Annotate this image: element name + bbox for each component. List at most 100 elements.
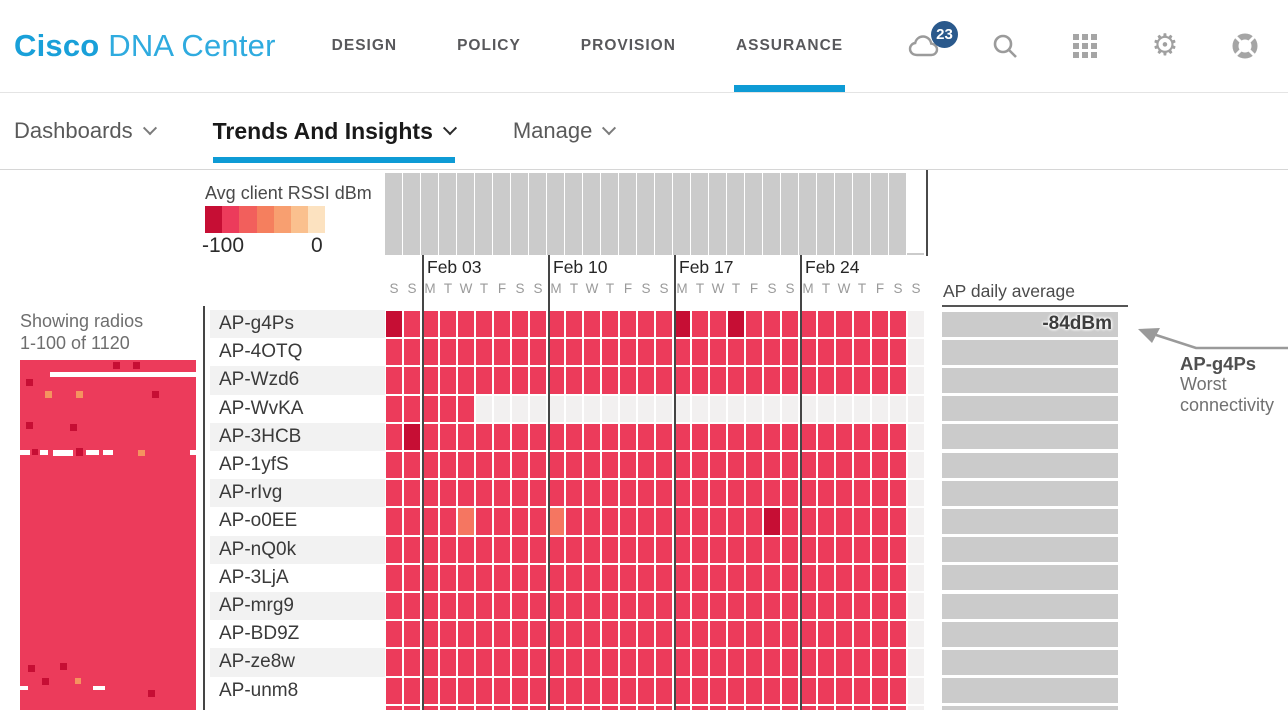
heatmap-cell[interactable] bbox=[691, 704, 709, 710]
heatmap-cell[interactable] bbox=[709, 366, 727, 395]
heatmap-cell[interactable] bbox=[619, 535, 637, 564]
heatmap-cell[interactable] bbox=[565, 676, 583, 705]
heatmap-cell[interactable] bbox=[745, 507, 763, 536]
heatmap-cell[interactable] bbox=[655, 366, 673, 395]
heatmap-cell[interactable] bbox=[583, 592, 601, 621]
heatmap-cell[interactable] bbox=[907, 592, 925, 621]
heatmap-cell[interactable] bbox=[763, 366, 781, 395]
heatmap-cell[interactable] bbox=[547, 704, 565, 710]
heatmap-cell[interactable] bbox=[385, 394, 403, 423]
heatmap-cell[interactable] bbox=[781, 394, 799, 423]
heatmap-cell[interactable] bbox=[457, 704, 475, 710]
heatmap-cell[interactable] bbox=[457, 535, 475, 564]
heatmap-cell[interactable] bbox=[853, 479, 871, 508]
heatmap-cell[interactable] bbox=[853, 451, 871, 480]
heatmap-cell[interactable] bbox=[907, 338, 925, 367]
heatmap-cell[interactable] bbox=[655, 507, 673, 536]
heatmap-cell[interactable] bbox=[583, 535, 601, 564]
heatmap-cell[interactable] bbox=[727, 422, 745, 451]
heatmap-cell[interactable] bbox=[655, 563, 673, 592]
heatmap-cell[interactable] bbox=[547, 620, 565, 649]
heatmap-cell[interactable] bbox=[853, 366, 871, 395]
heatmap-cell[interactable] bbox=[475, 310, 493, 339]
heatmap-cell[interactable] bbox=[727, 648, 745, 677]
heatmap-cell[interactable] bbox=[889, 422, 907, 451]
heatmap-cell[interactable] bbox=[565, 648, 583, 677]
heatmap-cell[interactable] bbox=[817, 366, 835, 395]
heatmap-cell[interactable] bbox=[529, 620, 547, 649]
heatmap-cell[interactable] bbox=[781, 338, 799, 367]
heatmap-cell[interactable] bbox=[691, 648, 709, 677]
heatmap-cell[interactable] bbox=[439, 479, 457, 508]
heatmap-cell[interactable] bbox=[835, 704, 853, 710]
heatmap-cell[interactable] bbox=[799, 563, 817, 592]
heatmap-cell[interactable] bbox=[889, 394, 907, 423]
heatmap-cell[interactable] bbox=[655, 676, 673, 705]
heatmap-cell[interactable] bbox=[637, 479, 655, 508]
heatmap-cell[interactable] bbox=[547, 479, 565, 508]
heatmap-cell[interactable] bbox=[511, 479, 529, 508]
heatmap-cell[interactable] bbox=[871, 704, 889, 710]
heatmap-cell[interactable] bbox=[673, 676, 691, 705]
nav-item-policy[interactable]: POLICY bbox=[457, 37, 521, 54]
heatmap-cell[interactable] bbox=[853, 394, 871, 423]
heatmap-cell[interactable] bbox=[709, 422, 727, 451]
heatmap-cell[interactable] bbox=[709, 648, 727, 677]
heatmap-cell[interactable] bbox=[565, 563, 583, 592]
heatmap-cell[interactable] bbox=[421, 507, 439, 536]
heatmap-cell[interactable] bbox=[871, 507, 889, 536]
heatmap-cell[interactable] bbox=[529, 592, 547, 621]
heatmap-cell[interactable] bbox=[619, 592, 637, 621]
heatmap-cell[interactable] bbox=[457, 592, 475, 621]
heatmap-cell[interactable] bbox=[817, 620, 835, 649]
heatmap-cell[interactable] bbox=[817, 310, 835, 339]
heatmap-cell[interactable] bbox=[385, 451, 403, 480]
heatmap-cell[interactable] bbox=[889, 310, 907, 339]
heatmap-cell[interactable] bbox=[853, 620, 871, 649]
heatmap-cell[interactable] bbox=[727, 451, 745, 480]
heatmap-cell[interactable] bbox=[817, 535, 835, 564]
heatmap-cell[interactable] bbox=[421, 676, 439, 705]
heatmap-cell[interactable] bbox=[871, 620, 889, 649]
heatmap-cell[interactable] bbox=[565, 479, 583, 508]
heatmap-cell[interactable] bbox=[475, 592, 493, 621]
heatmap-cell[interactable] bbox=[439, 592, 457, 621]
heatmap-cell[interactable] bbox=[637, 338, 655, 367]
heatmap-cell[interactable] bbox=[745, 648, 763, 677]
heatmap-cell[interactable] bbox=[889, 676, 907, 705]
heatmap-cell[interactable] bbox=[637, 451, 655, 480]
heatmap-minimap-navigator[interactable] bbox=[20, 360, 196, 710]
heatmap-cell[interactable] bbox=[835, 620, 853, 649]
heatmap-cell[interactable] bbox=[727, 394, 745, 423]
heatmap-cell[interactable] bbox=[403, 338, 421, 367]
heatmap-cell[interactable] bbox=[673, 535, 691, 564]
heatmap-cell[interactable] bbox=[781, 507, 799, 536]
heatmap-cell[interactable] bbox=[385, 563, 403, 592]
heatmap-cell[interactable] bbox=[529, 451, 547, 480]
heatmap-cell[interactable] bbox=[835, 310, 853, 339]
heatmap-cell[interactable] bbox=[709, 563, 727, 592]
heatmap-cell[interactable] bbox=[529, 394, 547, 423]
heatmap-cell[interactable] bbox=[475, 451, 493, 480]
heatmap-cell[interactable] bbox=[619, 422, 637, 451]
heatmap-cell[interactable] bbox=[511, 620, 529, 649]
heatmap-cell[interactable] bbox=[781, 310, 799, 339]
heatmap-cell[interactable] bbox=[619, 507, 637, 536]
heatmap-cell[interactable] bbox=[637, 366, 655, 395]
heatmap-cell[interactable] bbox=[493, 338, 511, 367]
heatmap-cell[interactable] bbox=[385, 704, 403, 710]
heatmap-cell[interactable] bbox=[547, 507, 565, 536]
heatmap-cell[interactable] bbox=[655, 704, 673, 710]
heatmap-cell[interactable] bbox=[709, 592, 727, 621]
heatmap-cell[interactable] bbox=[907, 451, 925, 480]
heatmap-cell[interactable] bbox=[457, 394, 475, 423]
heatmap-cell[interactable] bbox=[907, 507, 925, 536]
heatmap-cell[interactable] bbox=[781, 648, 799, 677]
heatmap-cell[interactable] bbox=[493, 563, 511, 592]
heatmap-cell[interactable] bbox=[817, 704, 835, 710]
heatmap-cell[interactable] bbox=[529, 366, 547, 395]
heatmap-cell[interactable] bbox=[493, 592, 511, 621]
heatmap-cell[interactable] bbox=[907, 535, 925, 564]
heatmap-cell[interactable] bbox=[475, 535, 493, 564]
heatmap-cell[interactable] bbox=[601, 704, 619, 710]
